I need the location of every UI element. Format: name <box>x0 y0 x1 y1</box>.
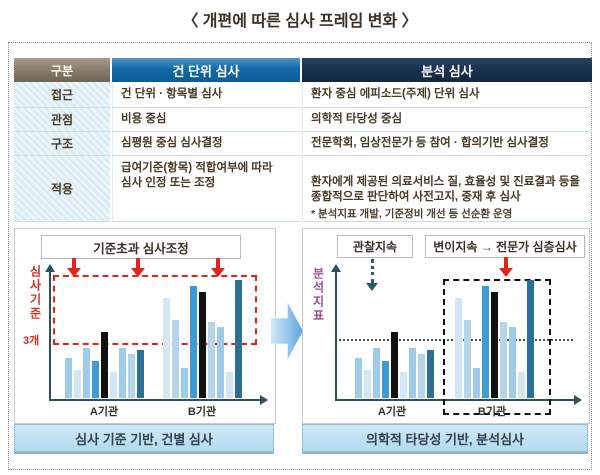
bar <box>172 319 179 398</box>
bar <box>473 367 480 398</box>
bar-group-institution-b <box>163 272 242 398</box>
application-analysis-bold-text: 사전고지, 중재 후 심사 <box>412 190 521 203</box>
cell-perspective-analysis-review: 의학적 타당성 중심 <box>302 108 592 132</box>
bar <box>190 285 197 398</box>
cell-approach-unit-review: 건 단위 · 항목별 심사 <box>112 82 300 108</box>
bar <box>110 371 117 398</box>
deviation-region-dashed-box <box>443 279 551 415</box>
threshold-label-3: 3개 <box>23 335 40 347</box>
bar-group-institution-a <box>355 272 434 398</box>
bar <box>382 361 389 398</box>
annotation-box-deviation-deep-review: 변이지속 → 전문가 심층심사 <box>425 235 585 258</box>
analysis-threshold-line <box>335 339 573 342</box>
bar <box>373 347 380 398</box>
bar <box>482 285 489 398</box>
bar <box>464 319 471 398</box>
bar <box>181 367 188 398</box>
bar <box>527 279 534 398</box>
red-down-arrow-icon <box>67 258 81 277</box>
bar <box>455 298 462 398</box>
bar <box>518 371 525 398</box>
bar <box>500 322 507 398</box>
row-label-application: 적용 <box>14 156 110 222</box>
red-down-arrow-icon <box>499 257 513 277</box>
y-axis <box>331 264 341 399</box>
bar <box>391 332 398 398</box>
red-down-arrow-icon <box>211 258 225 277</box>
annotation-box-exceed-adjustment: 기준초과 심사조정 <box>41 235 241 259</box>
bar <box>101 332 108 398</box>
cell-structure-analysis-review: 전문학회, 임상전문가 등 참여 · 합의기반 심사결정 <box>302 132 592 156</box>
up-arrowhead-icon <box>331 264 341 272</box>
comparison-table: 구분 건 단위 심사 분석 심사 접근 건 단위 · 항목별 심사 환자 중심 … <box>14 58 592 222</box>
bar-group-institution-a <box>65 272 144 398</box>
row-label-perspective: 관점 <box>14 108 110 132</box>
plot-area <box>51 273 259 399</box>
bar <box>128 353 135 398</box>
analysis-review-caption: 의학적 타당성 기반, 분석심사 <box>302 424 588 452</box>
bar <box>217 327 224 398</box>
exceed-region-dashed-box <box>53 275 257 345</box>
cell-structure-unit-review: 심평원 중심 심사결정 <box>112 132 300 156</box>
cell-perspective-unit-review: 비용 중심 <box>112 108 300 132</box>
bar <box>400 371 407 398</box>
row-label-structure: 구조 <box>14 132 110 156</box>
bar <box>418 353 425 398</box>
plot-area <box>335 272 573 415</box>
bar <box>65 357 72 398</box>
cell-approach-analysis-review: 환자 중심 에피소드(주제) 단위 심사 <box>302 82 592 108</box>
application-analysis-main-text: 환자에게 제공된 의료서비스 질, 효율성 및 진료결과 등을 종합적으로 판단… <box>311 175 580 203</box>
y-axis-label-review-criteria: 심사기준 <box>28 265 42 321</box>
bar <box>491 292 498 398</box>
y-axis <box>45 264 55 399</box>
bar <box>409 347 416 398</box>
bar <box>226 371 233 398</box>
unit-review-chart-panel: 기준초과 심사조정 심사기준 3개 A기관 B기관 <box>14 228 276 424</box>
column-header-analysis-review: 분석 심사 <box>302 58 592 82</box>
bar <box>235 279 242 398</box>
bar <box>74 370 81 398</box>
column-header-unit-review: 건 단위 심사 <box>112 58 300 82</box>
cell-application-unit-review: 급여기준(항목) 적합여부에 따라 심사 인정 또는 조정 <box>112 156 300 222</box>
x-label-institution-a: A기관 <box>89 406 119 418</box>
bar <box>509 327 516 398</box>
right-arrowhead-icon <box>260 395 268 405</box>
up-arrowhead-icon <box>45 264 55 272</box>
cell-application-analysis-review: 환자에게 제공된 의료서비스 질, 효율성 및 진료결과 등을 종합적으로 판단… <box>302 156 592 222</box>
bar <box>199 292 206 398</box>
analysis-review-chart-panel: 관찰지속 변이지속 → 전문가 심층심사 분석지표 A기관 B기관 <box>302 228 590 424</box>
red-down-arrow-icon <box>131 258 145 277</box>
bar <box>427 350 434 398</box>
x-label-institution-b: B기관 <box>477 406 507 418</box>
unit-review-caption: 심사 기준 기반, 건별 심사 <box>14 424 274 452</box>
bar <box>364 370 371 398</box>
bar <box>208 322 215 398</box>
bar <box>92 361 99 398</box>
x-label-institution-a: A기관 <box>377 406 407 418</box>
application-analysis-note: * 분석지표 개발, 기준정비 개선 등 선순환 운영 <box>311 207 513 220</box>
bar <box>163 298 170 398</box>
x-axis <box>335 395 582 405</box>
x-label-institution-b: B기관 <box>187 406 217 418</box>
annotation-box-keep-observing: 관찰지속 <box>337 235 413 258</box>
y-axis-label-analysis-indicator: 분석지표 <box>311 267 325 323</box>
bar <box>137 350 144 398</box>
bar <box>355 357 362 398</box>
bar-group-institution-b <box>455 272 534 398</box>
dotted-down-arrow-icon <box>365 259 379 291</box>
right-arrowhead-icon <box>574 395 582 405</box>
column-header-category: 구분 <box>14 58 110 82</box>
bar <box>83 347 90 398</box>
bar <box>119 347 126 398</box>
figure-title: 〈 개편에 따른 심사 프레임 변화 〉 <box>182 13 418 30</box>
x-axis <box>49 395 268 405</box>
row-label-approach: 접근 <box>14 82 110 108</box>
